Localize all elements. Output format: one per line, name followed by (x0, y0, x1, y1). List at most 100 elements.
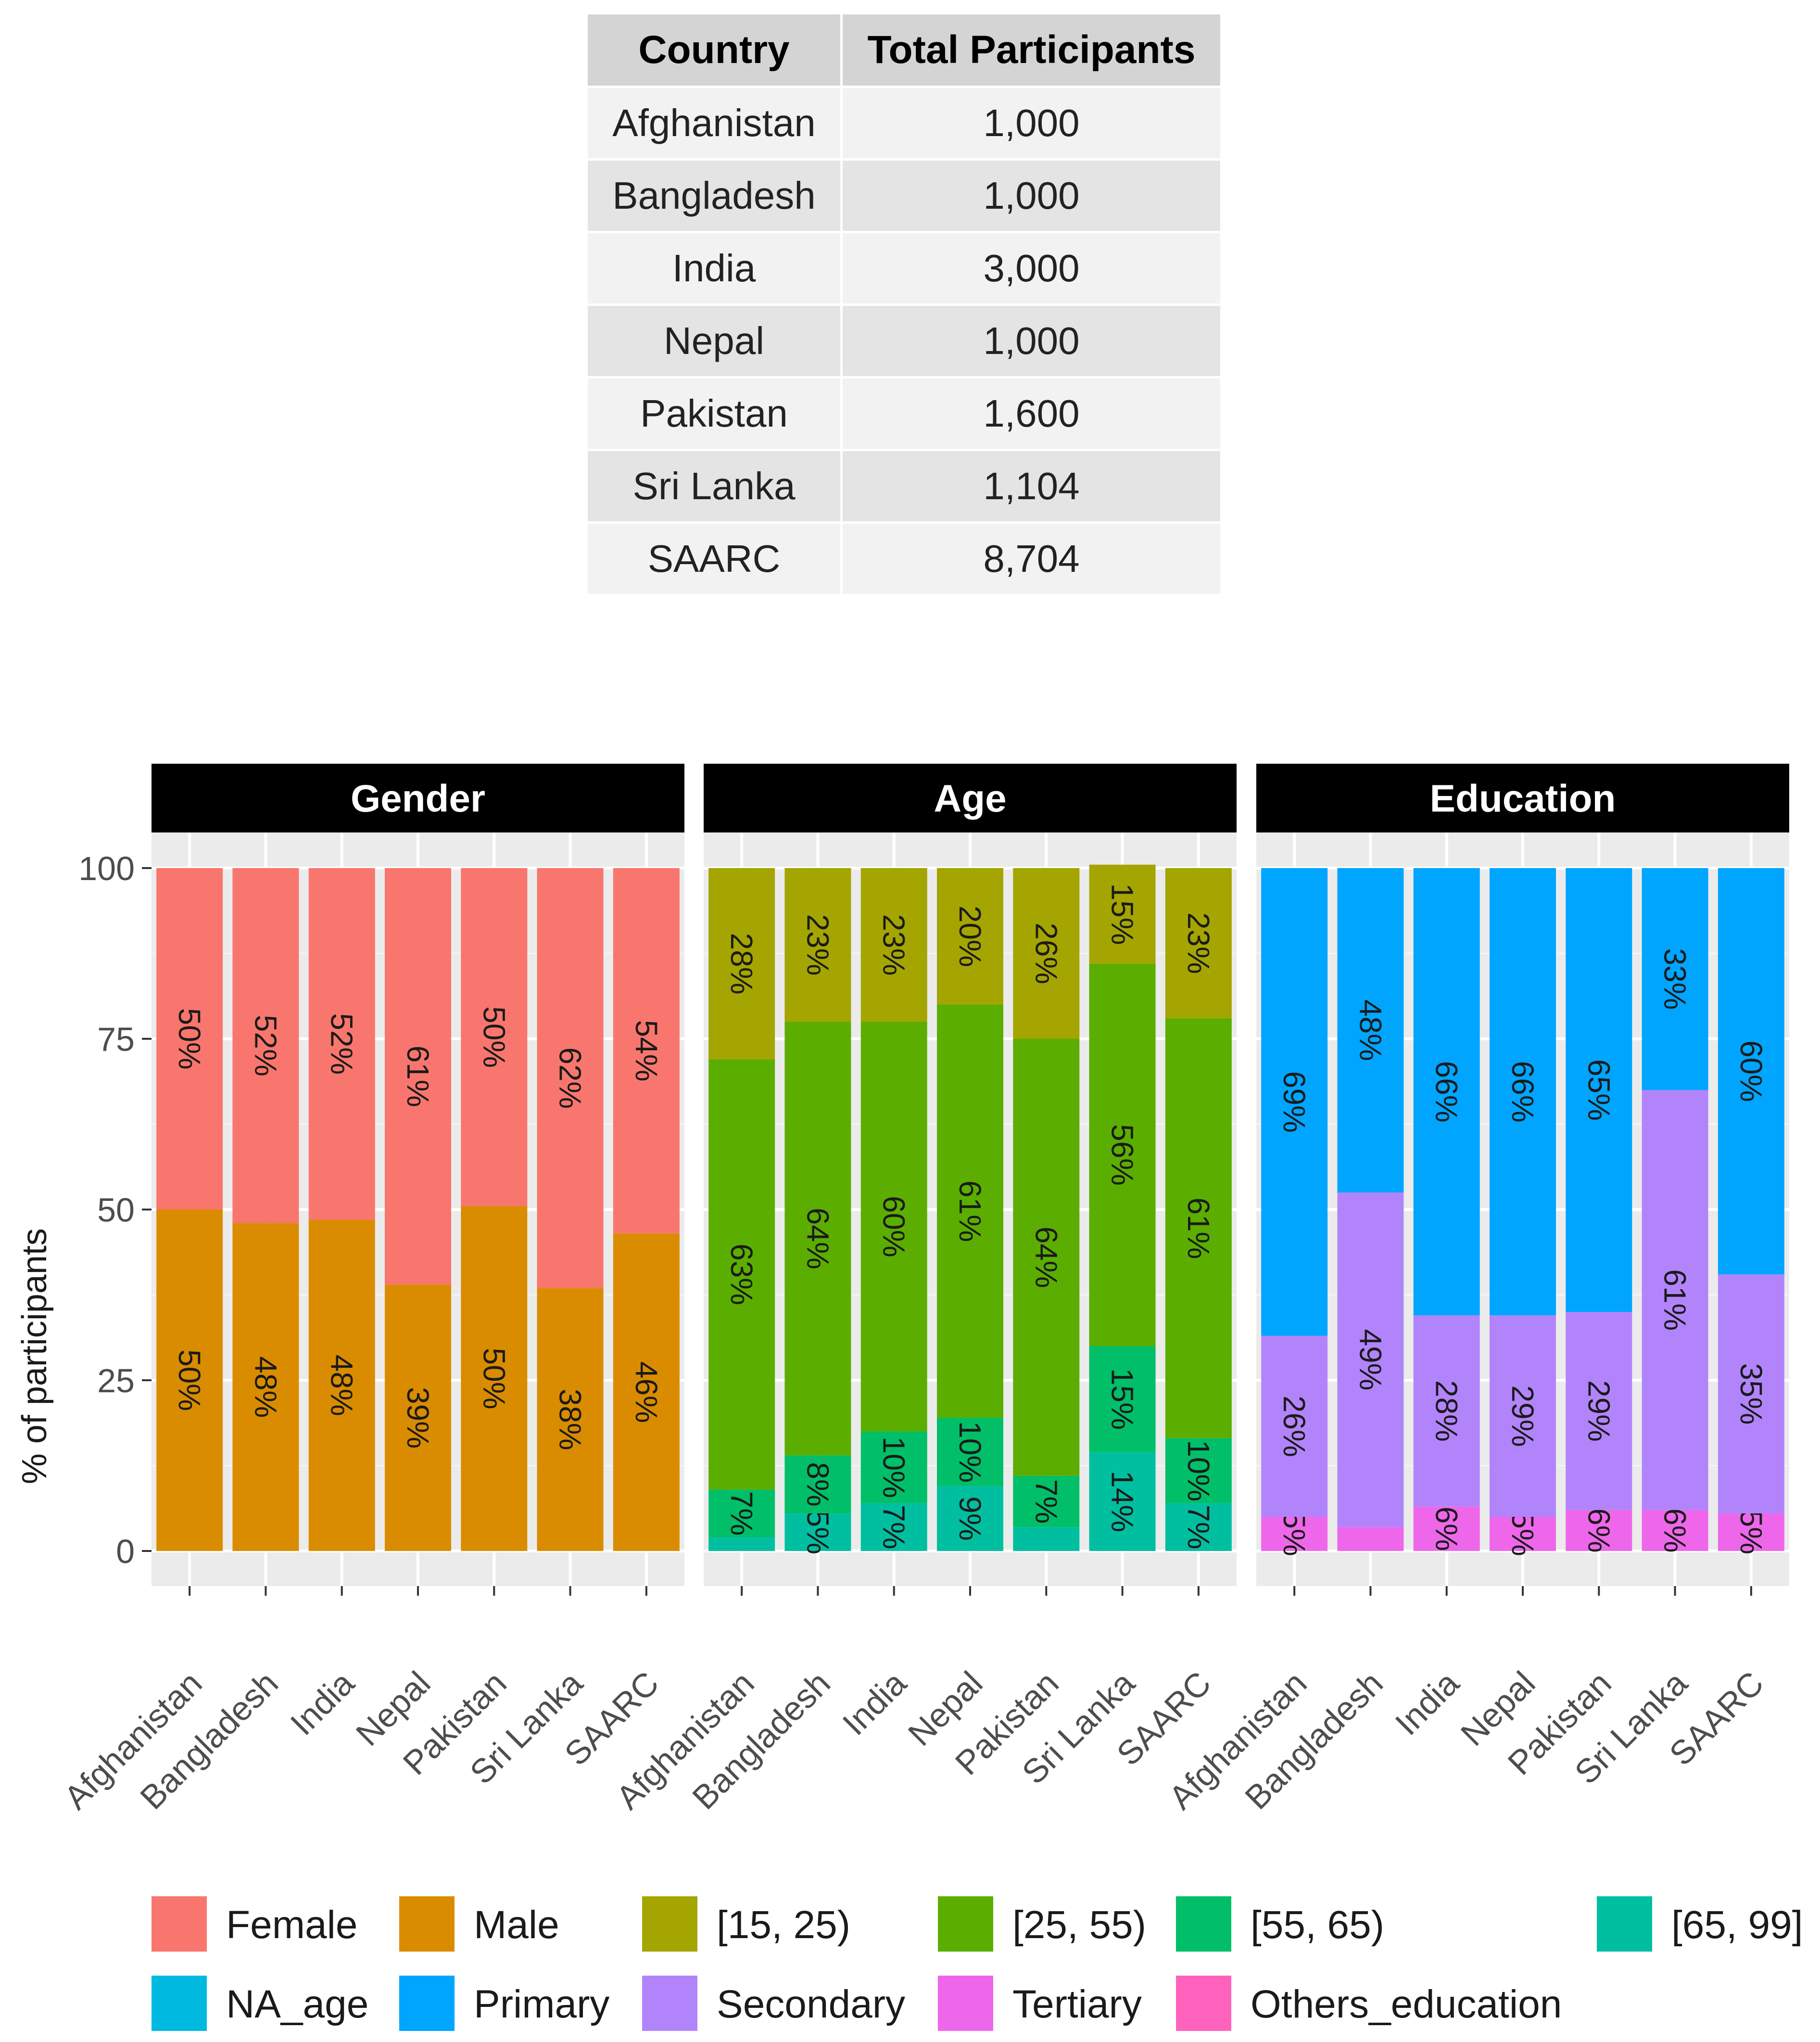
data-label: 8% (800, 1462, 835, 1507)
bar-segment (1337, 1527, 1404, 1551)
bar-segment (708, 1537, 775, 1551)
legend-label: Female (226, 1903, 357, 1947)
y-axis-label: % of participants (15, 1228, 54, 1484)
bar-segment (308, 868, 375, 1220)
y-tick-label: 75 (97, 1021, 135, 1058)
bar-segment (461, 868, 528, 1206)
data-label: 15% (1105, 1368, 1140, 1430)
data-label: 10% (877, 1437, 911, 1498)
data-label: 28% (1429, 1380, 1464, 1442)
bar-segment (1718, 868, 1784, 1274)
table-row: India 3,000 (588, 231, 1220, 303)
bar-segment (1718, 1274, 1784, 1513)
data-label: 48% (1353, 999, 1388, 1061)
data-label: 60% (1734, 1040, 1769, 1102)
data-label: 63% (724, 1244, 759, 1305)
data-label: 38% (553, 1389, 588, 1450)
bar-segment (1566, 1312, 1632, 1510)
data-label: 50% (477, 1006, 511, 1068)
x-tick-label: India (835, 1664, 914, 1742)
bar-segment (1566, 868, 1632, 1312)
bar-segment (1089, 963, 1156, 1346)
legend-label: NA_age (226, 1982, 368, 2026)
bar-segment (937, 1486, 1003, 1551)
data-label: 23% (800, 914, 835, 976)
bar-segment (232, 1223, 299, 1551)
legend-swatch (152, 1976, 207, 2031)
bar-segment (613, 1233, 680, 1551)
legend-swatch (1597, 1896, 1652, 1952)
data-label: 64% (800, 1208, 835, 1269)
bar-segment (1089, 1452, 1156, 1551)
bar-segment (784, 868, 851, 1022)
table-cell-total: 1,000 (843, 158, 1220, 231)
legend-label: Others_education (1251, 1982, 1562, 2026)
table-cell-country: Pakistan (588, 376, 840, 449)
legend-label: [65, 99] (1671, 1903, 1803, 1947)
participants-table: Country Total Participants Afghanistan 1,… (585, 14, 1223, 594)
table-cell-total: 1,000 (843, 86, 1220, 158)
data-label: 61% (1658, 1269, 1693, 1331)
data-label: 66% (1429, 1061, 1464, 1122)
bar-segment (860, 1503, 927, 1551)
legend-swatch (938, 1976, 993, 2031)
data-label: 49% (1353, 1329, 1388, 1390)
table-header-country: Country (588, 14, 840, 86)
y-tick-label: 100 (78, 850, 135, 887)
facet-title: Education (1430, 777, 1616, 820)
bar-segment (1566, 1510, 1632, 1551)
table-cell-country: Bangladesh (588, 158, 840, 231)
data-label: 52% (325, 1013, 359, 1075)
x-tick-label: India (283, 1664, 362, 1742)
data-label: 7% (877, 1505, 911, 1550)
legend-label: Primary (474, 1982, 609, 2026)
legend-label: Tertiary (1012, 1982, 1142, 2026)
table-row: Nepal 1,000 (588, 303, 1220, 376)
bar-segment (461, 1206, 528, 1551)
data-label: 29% (1505, 1386, 1540, 1447)
bar-segment (784, 1021, 851, 1456)
bar-segment (537, 868, 604, 1288)
bar-segment (1165, 868, 1232, 1019)
facet-strip-education (1256, 764, 1789, 832)
data-label: 28% (724, 933, 759, 995)
facet-title: Age (934, 777, 1006, 820)
table-cell-country: SAARC (588, 521, 840, 594)
data-label: 48% (325, 1355, 359, 1416)
table-row: Pakistan 1,600 (588, 376, 1220, 449)
bar-segment (708, 1059, 775, 1490)
data-label: 10% (953, 1421, 987, 1483)
data-label: 50% (477, 1348, 511, 1409)
data-label: 6% (1581, 1508, 1616, 1553)
data-label: 64% (1029, 1226, 1063, 1288)
table-cell-country: Nepal (588, 303, 840, 376)
bar-segment (1413, 868, 1480, 1316)
data-label: 50% (172, 1349, 207, 1411)
data-label: 60% (877, 1196, 911, 1257)
data-label: 5% (1505, 1512, 1540, 1556)
data-label: 5% (800, 1510, 835, 1555)
legend-swatch (399, 1976, 455, 2031)
y-tick-label: 0 (116, 1533, 135, 1570)
data-label: 52% (248, 1015, 283, 1076)
legend-label: [25, 55) (1012, 1903, 1146, 1947)
bar-segment (308, 1220, 375, 1551)
table-header-total: Total Participants (843, 14, 1220, 86)
data-label: 69% (1277, 1071, 1312, 1133)
legend-swatch (642, 1976, 697, 2031)
bar-segment (1165, 1018, 1232, 1438)
table-row: SAARC 8,704 (588, 521, 1220, 594)
bar-segment (1165, 1503, 1232, 1551)
facet-strip-gender (152, 764, 684, 832)
bar-segment (1413, 1506, 1480, 1551)
bar-segment (1165, 1438, 1232, 1503)
bar-segment (1718, 1513, 1784, 1551)
bar-segment (156, 868, 223, 1210)
y-tick-label: 25 (97, 1362, 135, 1399)
data-label: 33% (1658, 948, 1693, 1010)
bar-segment (1013, 1527, 1080, 1551)
bar-segment (1642, 868, 1708, 1090)
data-label: 10% (1181, 1440, 1216, 1501)
y-tick-label: 50 (97, 1191, 135, 1229)
data-label: 50% (172, 1008, 207, 1070)
